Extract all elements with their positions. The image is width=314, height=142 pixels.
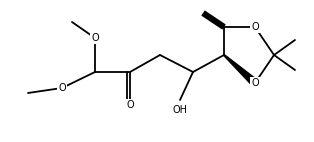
Text: O: O xyxy=(58,83,66,93)
Text: O: O xyxy=(251,78,259,88)
Text: OH: OH xyxy=(172,105,187,115)
Polygon shape xyxy=(224,55,257,86)
Text: O: O xyxy=(251,22,259,32)
Text: O: O xyxy=(91,33,99,43)
Text: O: O xyxy=(126,100,134,110)
